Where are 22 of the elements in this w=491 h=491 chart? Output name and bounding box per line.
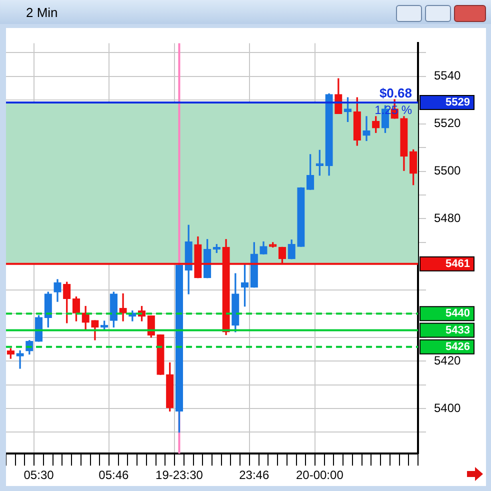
ref-line-label: 5440 [446, 308, 470, 320]
x-tick-label: 05:30 [24, 468, 54, 482]
y-tick-label: 5420 [434, 353, 462, 368]
y-tick-label: 5500 [434, 164, 462, 178]
candlestick [119, 293, 127, 322]
ref-line-label: 5433 [446, 324, 470, 336]
candlestick [362, 116, 370, 142]
y-tick-label: 5480 [434, 211, 462, 226]
ref-line-label: 5529 [446, 96, 470, 109]
x-tick-label: 20-00:00 [296, 468, 344, 482]
candlestick [16, 350, 24, 369]
y-tick-label: 5400 [434, 400, 462, 415]
chart-title: 2 Min [26, 5, 58, 20]
x-tick-label: 19-23:30 [156, 468, 204, 482]
x-tick-label: 05:46 [98, 468, 130, 482]
annotation: 1.25 % [374, 102, 412, 117]
annotation: $0.68 [379, 86, 412, 101]
x-tick-label: 23:46 [239, 468, 270, 482]
ref-line-label: 5461 [446, 258, 470, 270]
y-tick-label: 5540 [434, 68, 462, 83]
y-tick-label: 5520 [434, 116, 462, 130]
ref-line-label: 5426 [446, 340, 470, 353]
